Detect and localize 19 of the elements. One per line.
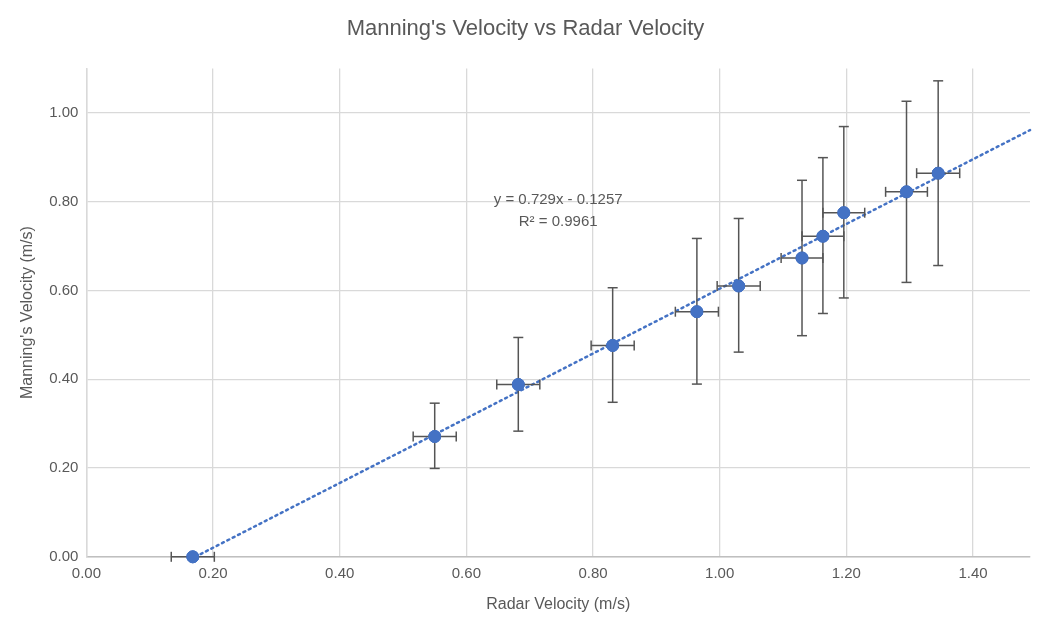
x-tick-label: 0.60 <box>451 563 481 581</box>
x-tick-label: 1.40 <box>958 563 988 581</box>
y-tick-label: 0.00 <box>49 546 79 564</box>
y-tick-label: 0.20 <box>49 458 79 476</box>
x-tick-label: 1.00 <box>705 563 735 581</box>
x-tick-label: 1.20 <box>831 563 861 581</box>
x-axis-title: Radar Velocity (m/s) <box>486 594 631 612</box>
y-axis-title: Manning's Velocity (m/s) <box>18 226 36 400</box>
y-tick-label: 0.60 <box>49 280 79 298</box>
y-tick-label: 0.40 <box>49 369 79 387</box>
chart-title: Manning's Velocity vs Radar Velocity <box>346 15 705 41</box>
x-tick-label: 0.20 <box>198 563 228 581</box>
x-tick-label: 0.80 <box>578 563 608 581</box>
y-tick-label: 0.80 <box>49 191 79 209</box>
x-tick-label: 0.00 <box>71 563 101 581</box>
y-tick-label: 1.00 <box>49 102 79 120</box>
annotation: y = 0.729x - 0.1257 <box>493 190 623 208</box>
annotation: R² = 0.9961 <box>518 212 598 230</box>
x-tick-label: 0.40 <box>325 563 355 581</box>
